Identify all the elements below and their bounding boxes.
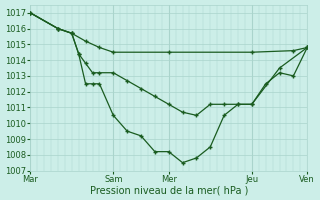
X-axis label: Pression niveau de la mer( hPa ): Pression niveau de la mer( hPa ) (90, 185, 248, 195)
